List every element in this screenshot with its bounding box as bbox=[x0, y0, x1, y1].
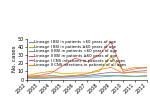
Legend: Lineage I BSI in patients <60 years of age, Lineage I BSI in patients ≥60 years : Lineage I BSI in patients <60 years of a… bbox=[29, 40, 127, 68]
Y-axis label: No. cases: No. cases bbox=[12, 46, 17, 72]
